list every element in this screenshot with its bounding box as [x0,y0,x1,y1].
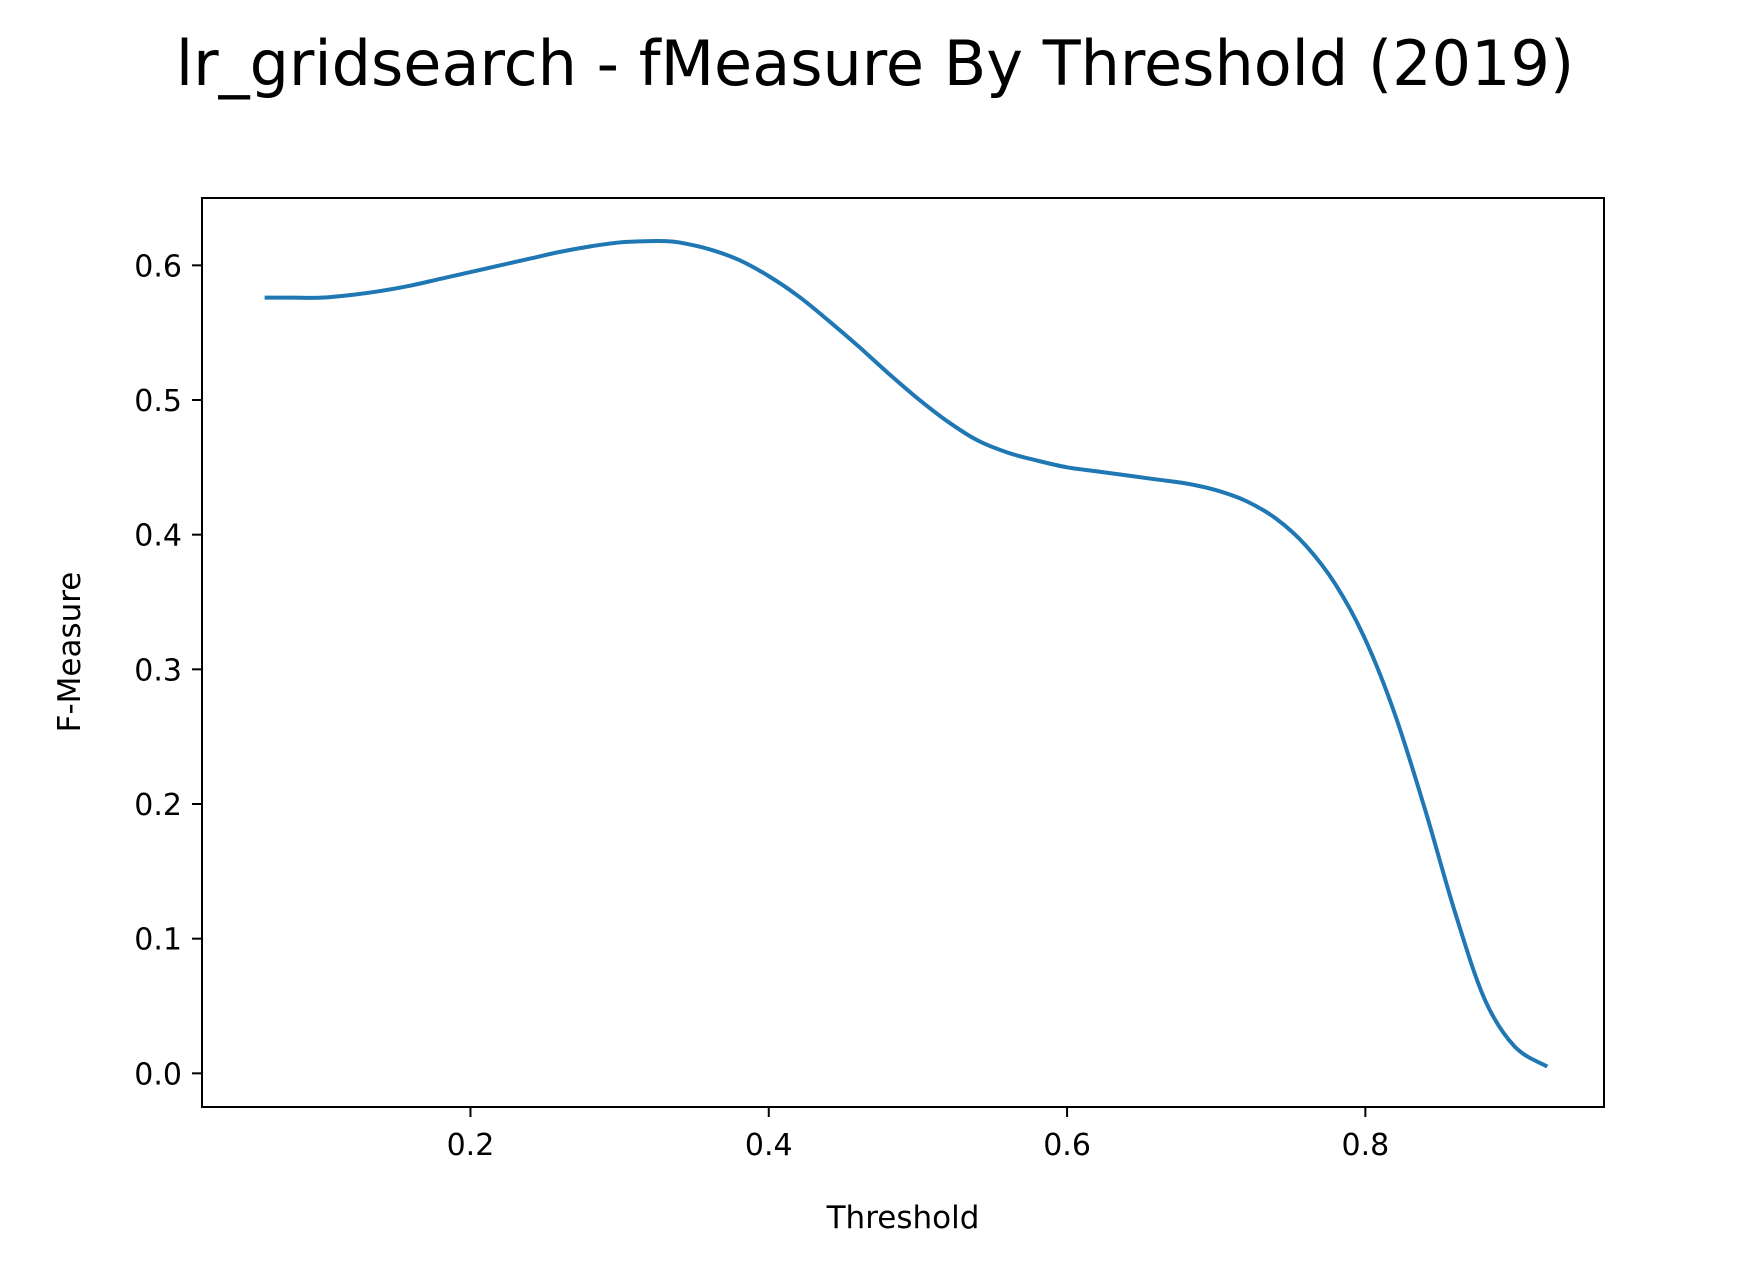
x-tick-label: 0.4 [745,1128,793,1163]
x-tick-label: 0.8 [1342,1128,1390,1163]
y-tick-label: 0.5 [134,384,182,419]
x-tick-label: 0.2 [447,1128,495,1163]
plot-layer [264,238,1549,1069]
y-tick-label: 0.1 [134,923,182,958]
x-axis-label: Threshold [826,1200,980,1236]
y-tick-label: 0.3 [134,653,182,688]
y-tick-label: 0.4 [134,519,182,554]
y-tick-label: 0.2 [134,788,182,823]
chart-title: lr_gridsearch - fMeasure By Threshold (2… [176,27,1574,100]
plot-frame [201,197,1605,1108]
x-tick-label: 0.6 [1043,1128,1091,1163]
y-axis-label: F-Measure [52,572,88,733]
y-tick-label: 0.6 [134,249,182,284]
y-tick-label: 0.0 [134,1057,182,1092]
ticks-layer: 0.2 0.4 0.6 0.8 0.0 0.1 0.2 0.3 0.4 0.5 0.6 [134,249,1389,1163]
series-line [264,238,1549,1069]
